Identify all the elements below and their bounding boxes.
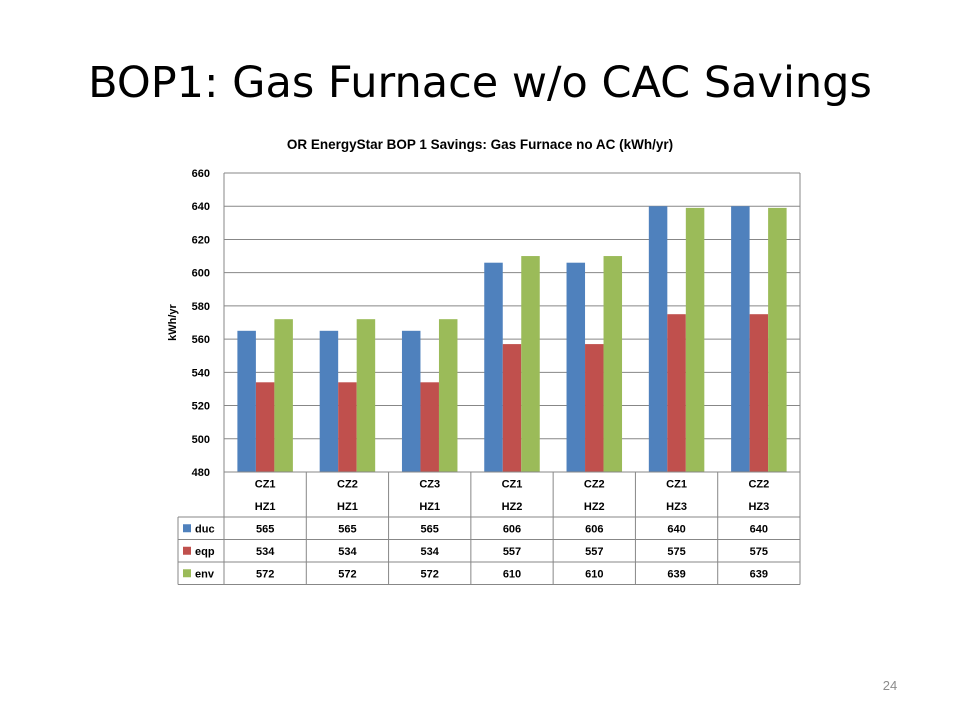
bar-duc bbox=[319, 330, 339, 472]
data-label-env: 610 bbox=[585, 568, 603, 580]
y-tick-label: 600 bbox=[192, 268, 210, 280]
bar-duc bbox=[648, 206, 668, 472]
data-label-duc: 606 bbox=[503, 523, 521, 535]
bar-duc bbox=[566, 262, 586, 472]
legend-label-env: env bbox=[195, 568, 215, 580]
legend-label-eqp: eqp bbox=[195, 546, 215, 558]
data-label-env: 572 bbox=[256, 568, 274, 580]
bar-duc bbox=[484, 262, 503, 472]
data-label-eqp: 557 bbox=[503, 546, 521, 558]
x-category-label: CZ2 bbox=[748, 478, 769, 490]
data-label-eqp: 534 bbox=[256, 546, 275, 558]
y-tick-label: 660 bbox=[192, 168, 210, 180]
legend-label-duc: duc bbox=[195, 523, 215, 535]
data-label-eqp: 557 bbox=[585, 546, 603, 558]
y-tick-label: 620 bbox=[192, 234, 210, 246]
x-category-label: CZ2 bbox=[337, 478, 358, 490]
bar-eqp bbox=[420, 382, 439, 472]
legend-key-eqp bbox=[183, 546, 191, 555]
y-tick-label: 520 bbox=[192, 401, 210, 413]
bar-env bbox=[685, 207, 705, 472]
data-label-eqp: 534 bbox=[421, 546, 440, 558]
x-group-label: HZ2 bbox=[502, 501, 523, 513]
bar-eqp bbox=[585, 344, 604, 472]
y-tick-label: 480 bbox=[192, 467, 210, 479]
bar-duc bbox=[731, 206, 750, 472]
x-category-label: CZ1 bbox=[255, 478, 276, 490]
data-label-env: 572 bbox=[338, 568, 356, 580]
page-number: 24 bbox=[882, 678, 898, 693]
x-group-label: HZ1 bbox=[255, 501, 276, 513]
y-axis-label: kWh/yr bbox=[167, 303, 179, 340]
data-label-env: 639 bbox=[750, 568, 768, 580]
x-group-label: HZ3 bbox=[748, 501, 769, 513]
bar-duc bbox=[237, 330, 256, 472]
slide-title: BOP1: Gas Furnace w/o CAC Savings bbox=[88, 58, 872, 108]
y-tick-label: 560 bbox=[192, 334, 210, 346]
data-label-duc: 565 bbox=[421, 523, 439, 535]
data-label-duc: 565 bbox=[338, 523, 356, 535]
bar-env bbox=[521, 256, 540, 472]
data-label-duc: 640 bbox=[667, 523, 685, 535]
bar-eqp bbox=[502, 344, 522, 472]
data-label-env: 639 bbox=[667, 568, 685, 580]
bar-env bbox=[274, 319, 293, 472]
chart-title: OR EnergyStar BOP 1 Savings: Gas Furnace… bbox=[287, 137, 673, 152]
legend-key-env bbox=[183, 569, 191, 578]
bar-env bbox=[438, 319, 458, 472]
y-tick-label: 580 bbox=[192, 301, 210, 313]
bar-eqp bbox=[667, 314, 686, 472]
data-label-duc: 565 bbox=[256, 523, 274, 535]
y-tick-label: 500 bbox=[192, 434, 210, 446]
x-category-label: CZ1 bbox=[502, 478, 523, 490]
x-category-label: CZ1 bbox=[666, 478, 687, 490]
bar-env bbox=[603, 256, 623, 472]
data-label-eqp: 575 bbox=[667, 546, 685, 558]
data-label-env: 572 bbox=[421, 568, 439, 580]
bar-eqp bbox=[338, 382, 357, 472]
data-label-duc: 640 bbox=[750, 523, 768, 535]
x-group-label: HZ1 bbox=[337, 501, 358, 513]
data-label-env: 610 bbox=[503, 568, 521, 580]
x-group-label: HZ1 bbox=[419, 501, 440, 513]
bar-duc bbox=[401, 330, 421, 472]
legend-key-duc bbox=[183, 524, 191, 533]
data-label-eqp: 534 bbox=[338, 546, 357, 558]
bar-env bbox=[768, 207, 787, 472]
y-tick-label: 640 bbox=[192, 201, 210, 213]
data-label-duc: 606 bbox=[585, 523, 603, 535]
y-tick-label: 540 bbox=[192, 367, 210, 379]
data-label-eqp: 575 bbox=[750, 546, 768, 558]
x-group-label: HZ3 bbox=[666, 501, 687, 513]
bar-eqp bbox=[749, 314, 769, 472]
bar-eqp bbox=[255, 382, 275, 472]
x-category-label: CZ2 bbox=[584, 478, 605, 490]
bar-env bbox=[356, 319, 376, 472]
x-group-label: HZ2 bbox=[584, 501, 605, 513]
x-category-label: CZ3 bbox=[419, 478, 440, 490]
